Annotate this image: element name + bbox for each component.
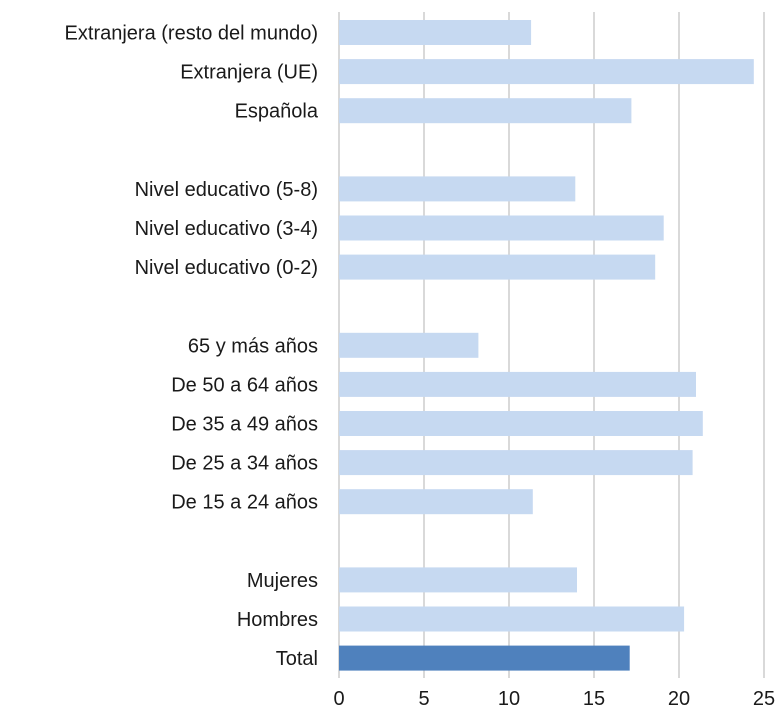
category-label: De 25 a 34 años	[171, 453, 318, 475]
x-tick-label: 5	[418, 688, 429, 710]
bar-extranjera-ue-	[339, 59, 754, 85]
bar-nivel-educativo-0-2-	[339, 254, 656, 280]
x-tick-label: 0	[333, 688, 344, 710]
x-tick-label: 15	[583, 688, 605, 710]
category-label: Mujeres	[247, 570, 318, 592]
category-label: De 35 a 49 años	[171, 414, 318, 436]
bar-mujeres	[339, 567, 577, 593]
category-label: De 15 a 24 años	[171, 492, 318, 514]
x-axis-tick-labels: 0 5 10 15 20 25	[333, 688, 775, 710]
x-tick-label: 10	[498, 688, 520, 710]
category-label: 65 y más años	[188, 335, 318, 357]
bar-española	[339, 98, 632, 124]
x-tick-label: 20	[668, 688, 690, 710]
bar-65-y-más-años	[339, 332, 479, 358]
category-label: Española	[235, 101, 319, 123]
category-label: Nivel educativo (5-8)	[135, 179, 318, 201]
x-tick-label: 25	[753, 688, 775, 710]
category-label: Extranjera (UE)	[180, 62, 318, 84]
bar-de-25-a-34-años	[339, 450, 693, 476]
bar-de-15-a-24-años	[339, 489, 533, 515]
category-label: De 50 a 64 años	[171, 374, 318, 396]
bar-extranjera-resto-del-mundo-	[339, 20, 532, 45]
bar-total	[339, 645, 630, 671]
category-label: Nivel educativo (0-2)	[135, 257, 318, 279]
bar-nivel-educativo-3-4-	[339, 215, 664, 241]
bar-de-50-a-64-años	[339, 371, 696, 397]
bars	[339, 20, 754, 671]
bar-de-35-a-49-años	[339, 411, 703, 436]
category-labels: Extranjera (resto del mundo) Extranjera (…	[65, 23, 319, 671]
category-label: Total	[276, 648, 318, 670]
bar-hombres	[339, 606, 685, 632]
category-label: Nivel educativo (3-4)	[135, 218, 318, 240]
category-label: Hombres	[237, 609, 318, 631]
bar-nivel-educativo-5-8-	[339, 176, 576, 202]
category-label: Extranjera (resto del mundo)	[65, 23, 318, 45]
